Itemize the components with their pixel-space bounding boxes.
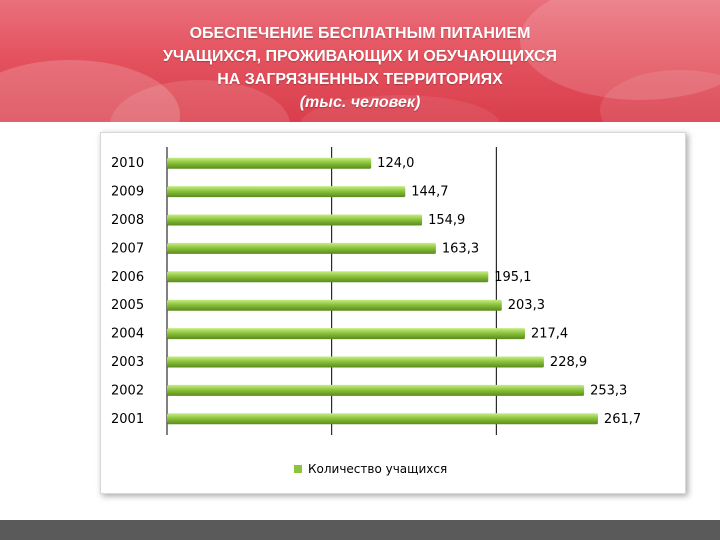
bottom-bar (0, 520, 720, 540)
legend-swatch (294, 465, 302, 473)
chart-frame: 2010 124,0 2009 144,7 2008 154,9 2007 163,3 2006… (100, 132, 686, 494)
category-label-2002: 2002 (111, 383, 144, 398)
bar-2010 (167, 157, 372, 169)
labels: 2010 124,0 2009 144,7 2008 154,9 2007 163,3 2006… (111, 156, 641, 427)
data-label-2006: 195,1 (494, 270, 531, 285)
data-label-2003: 228,9 (550, 355, 587, 370)
header-band: ОБЕСПЕЧЕНИЕ БЕСПЛАТНЫМ ПИТАНИЕМ УЧАЩИХСЯ… (0, 0, 720, 122)
category-label-2007: 2007 (111, 241, 144, 256)
category-label-2008: 2008 (111, 213, 144, 228)
data-label-2005: 203,3 (508, 298, 545, 313)
category-label-2010: 2010 (111, 156, 144, 171)
category-label-2006: 2006 (111, 270, 144, 285)
title-line-3: НА ЗАГРЯЗНЕННЫХ ТЕРРИТОРИЯХ (217, 71, 503, 88)
title-line-2: УЧАЩИХСЯ, ПРОЖИВАЮЩИХ И ОБУЧАЮЩИХСЯ (162, 48, 558, 65)
bar-2009 (167, 186, 406, 198)
category-label-2004: 2004 (111, 327, 144, 342)
legend: Количество учащихся (294, 462, 447, 476)
legend-label: Количество учащихся (308, 462, 447, 476)
title-subtitle: (тыс. человек) (299, 94, 421, 111)
data-label-2001: 261,7 (604, 412, 641, 427)
category-label-2005: 2005 (111, 298, 144, 313)
bar-2005 (167, 299, 502, 311)
data-label-2007: 163,3 (442, 241, 479, 256)
bar-2004 (167, 328, 525, 340)
bar-chart: 2010 124,0 2009 144,7 2008 154,9 2007 163,3 2006… (111, 147, 641, 476)
data-label-2004: 217,4 (531, 327, 568, 342)
slide-title: ОБЕСПЕЧЕНИЕ БЕСПЛАТНЫМ ПИТАНИЕМ УЧАЩИХСЯ… (0, 22, 720, 114)
bar-2006 (167, 271, 489, 283)
category-label-2001: 2001 (111, 412, 144, 427)
bars (167, 157, 598, 425)
category-label-2009: 2009 (111, 185, 144, 200)
bar-2008 (167, 214, 423, 226)
bar-2007 (167, 242, 436, 254)
title-line-1: ОБЕСПЕЧЕНИЕ БЕСПЛАТНЫМ ПИТАНИЕМ (189, 25, 531, 42)
bar-2002 (167, 384, 585, 396)
bar-2001 (167, 413, 598, 425)
category-label-2003: 2003 (111, 355, 144, 370)
bar-2003 (167, 356, 544, 368)
data-label-2010: 124,0 (377, 156, 414, 171)
data-label-2002: 253,3 (590, 383, 627, 398)
data-label-2009: 144,7 (411, 185, 448, 200)
data-label-2008: 154,9 (428, 213, 465, 228)
